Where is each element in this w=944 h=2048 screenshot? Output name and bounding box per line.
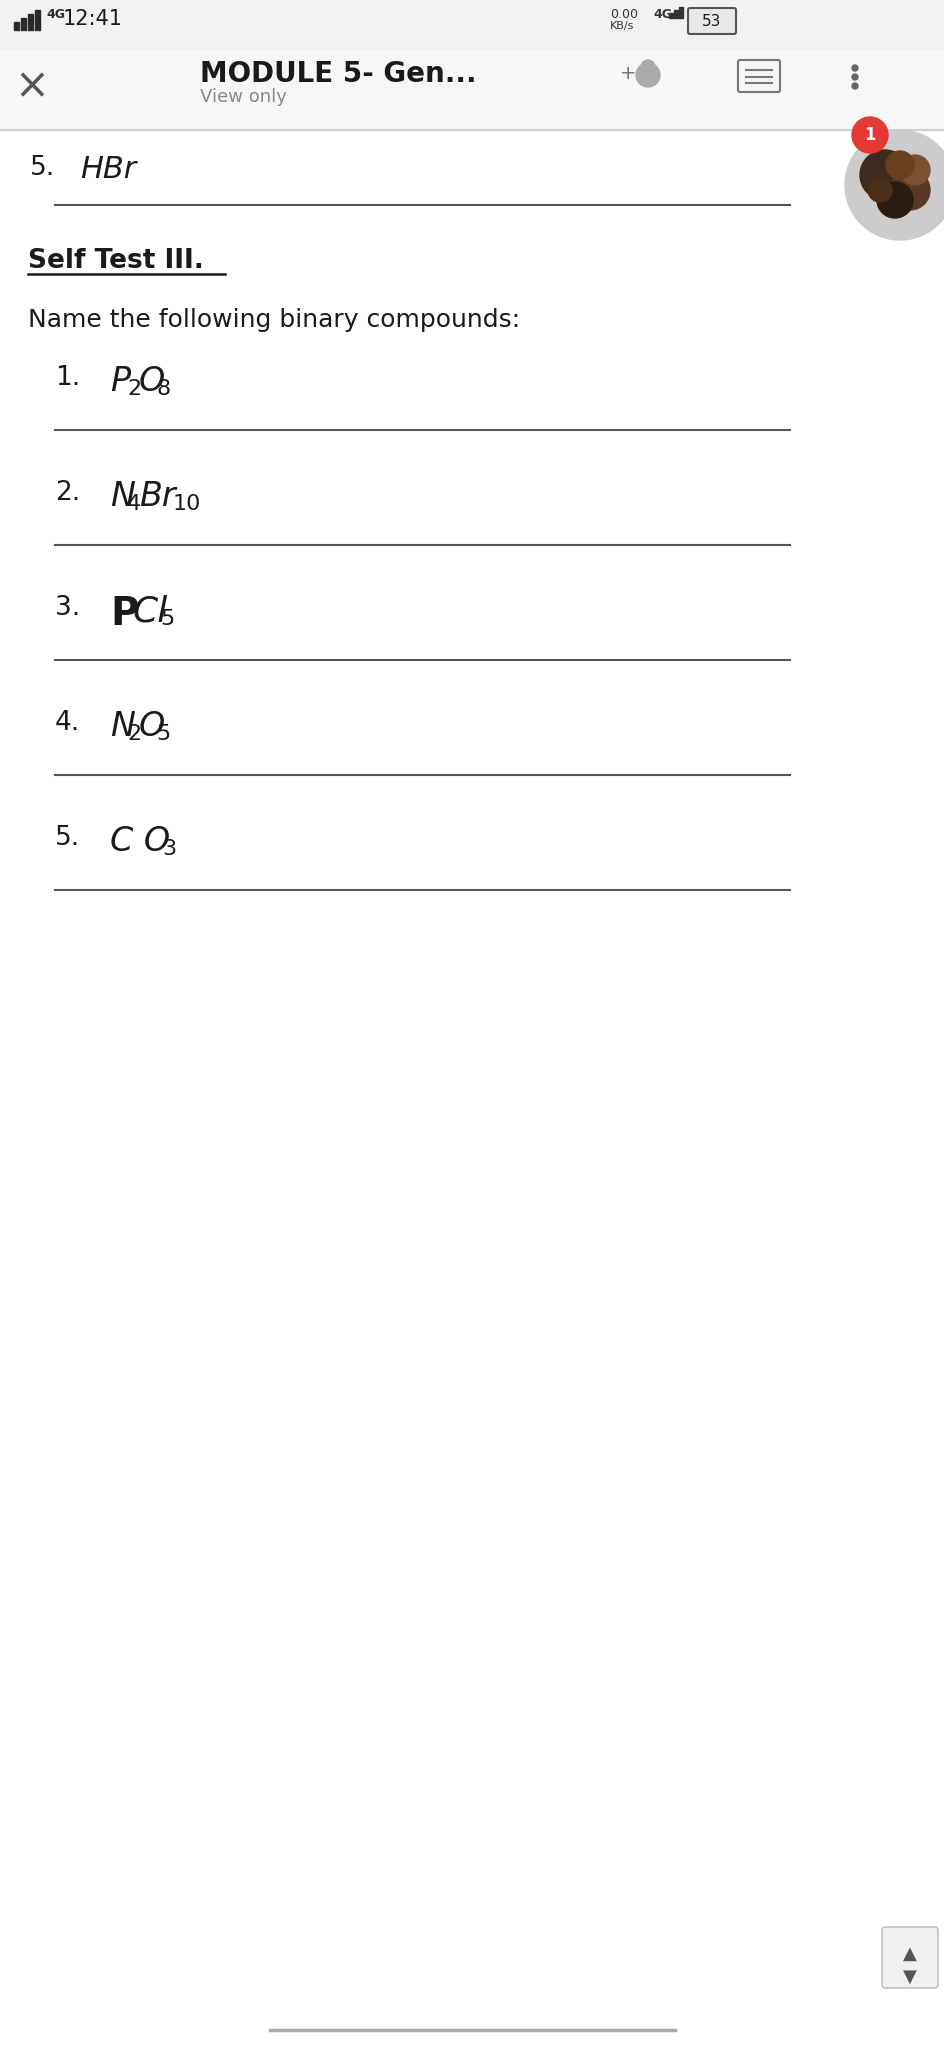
Text: HBr: HBr — [80, 156, 136, 184]
Circle shape — [859, 150, 909, 201]
Text: O: O — [139, 365, 165, 397]
Text: 4: 4 — [126, 494, 141, 514]
Text: 4G: 4G — [46, 8, 65, 20]
Text: Cl: Cl — [132, 596, 167, 629]
Text: ▲: ▲ — [902, 1946, 916, 1962]
Text: 2.: 2. — [55, 479, 80, 506]
Text: KB/s: KB/s — [610, 20, 633, 31]
Text: 5.: 5. — [55, 825, 80, 852]
Text: C O: C O — [110, 825, 170, 858]
Text: 2: 2 — [126, 379, 141, 399]
Circle shape — [889, 170, 929, 211]
Bar — [679, 6, 683, 18]
Text: P: P — [110, 596, 139, 633]
Text: 0.00: 0.00 — [610, 8, 637, 20]
Bar — [668, 12, 672, 18]
Text: MODULE 5- Gen...: MODULE 5- Gen... — [200, 59, 476, 88]
Bar — [0, 0, 944, 49]
Bar — [14, 23, 19, 31]
Text: N: N — [110, 711, 135, 743]
Bar — [21, 18, 26, 31]
Bar — [35, 10, 40, 31]
Text: 3: 3 — [161, 840, 176, 858]
Text: Name the following binary compounds:: Name the following binary compounds: — [28, 307, 519, 332]
Text: 4.: 4. — [55, 711, 80, 735]
Text: O: O — [139, 711, 165, 743]
Text: 53: 53 — [701, 14, 721, 29]
Text: 2: 2 — [126, 725, 141, 743]
Circle shape — [876, 182, 912, 217]
Circle shape — [851, 74, 857, 80]
Text: +: + — [619, 63, 636, 84]
Text: 5: 5 — [156, 725, 170, 743]
Text: 10: 10 — [173, 494, 201, 514]
Text: Br: Br — [139, 479, 176, 512]
Text: Self Test III.: Self Test III. — [28, 248, 204, 274]
Circle shape — [851, 66, 857, 72]
Text: 5.: 5. — [30, 156, 55, 180]
Text: 3.: 3. — [55, 596, 80, 621]
FancyBboxPatch shape — [881, 1927, 937, 1989]
Bar — [0, 49, 944, 129]
Circle shape — [844, 129, 944, 240]
Text: 5: 5 — [160, 608, 174, 629]
Bar — [673, 10, 677, 18]
Circle shape — [635, 63, 659, 86]
Circle shape — [851, 84, 857, 88]
Text: ×: × — [14, 66, 49, 106]
FancyBboxPatch shape — [687, 8, 735, 35]
Text: 1.: 1. — [55, 365, 80, 391]
Text: P: P — [110, 365, 130, 397]
Text: 8: 8 — [156, 379, 170, 399]
FancyBboxPatch shape — [737, 59, 779, 92]
Circle shape — [640, 59, 654, 74]
Text: ▼: ▼ — [902, 1968, 916, 1987]
Text: 12:41: 12:41 — [63, 8, 123, 29]
Text: 4G: 4G — [652, 8, 671, 20]
Circle shape — [868, 178, 891, 203]
Bar — [28, 14, 33, 31]
Circle shape — [885, 152, 913, 178]
Text: 1: 1 — [864, 127, 875, 143]
Circle shape — [899, 156, 929, 184]
Circle shape — [851, 117, 887, 154]
Text: View only: View only — [200, 88, 287, 106]
Text: N: N — [110, 479, 135, 512]
